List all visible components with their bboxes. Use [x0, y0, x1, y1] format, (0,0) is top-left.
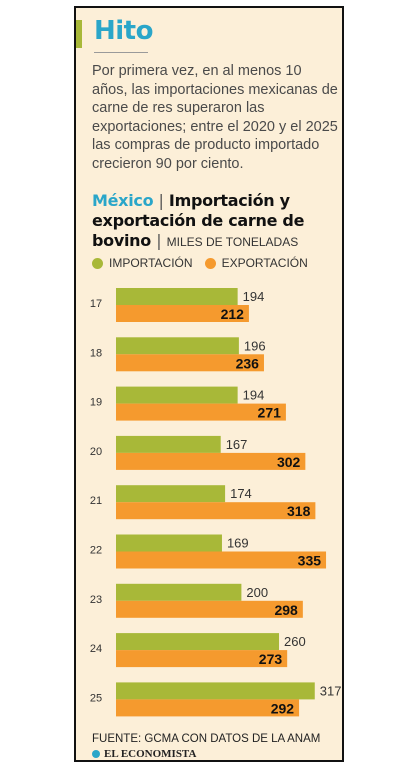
chart-title-separator: |	[158, 191, 164, 210]
bar-exportacion	[116, 502, 316, 520]
data-label-importacion: 169	[227, 536, 249, 551]
bar-exportacion	[116, 403, 286, 421]
y-tick-label: 21	[90, 495, 102, 507]
intro-text: Por primera vez, en al menos 10 años, la…	[92, 63, 338, 172]
chart-legend: IMPORTACIÓN EXPORTACIÓN	[92, 256, 320, 270]
bar-exportacion	[116, 699, 300, 717]
bar-importacion	[116, 485, 226, 503]
y-tick-label: 20	[90, 446, 102, 458]
y-tick-label: 18	[90, 347, 102, 359]
chart-unit-label: MILES DE TONELADAS	[166, 235, 299, 249]
bar-importacion	[116, 534, 222, 552]
y-tick-label: 17	[90, 298, 102, 310]
bar-exportacion	[116, 452, 306, 470]
data-label-exportacion: 298	[274, 602, 298, 618]
source-note: FUENTE: GCMA CON DATOS DE LA ANAM	[92, 733, 321, 745]
data-label-importacion: 260	[284, 634, 306, 649]
data-label-importacion: 200	[246, 585, 268, 600]
data-label-importacion: 194	[243, 289, 265, 304]
bar-exportacion	[116, 305, 249, 322]
hito-divider	[94, 52, 148, 53]
data-label-exportacion: 273	[259, 651, 283, 667]
legend-item-import: IMPORTACIÓN	[92, 256, 193, 270]
chart-title-main: Importación y exportación de carne de bo…	[92, 191, 305, 250]
legend-item-export: EXPORTACIÓN	[204, 256, 308, 270]
hito-heading: Hito	[94, 16, 153, 46]
bar-chart: 17 194 212 18 196 236 19 194 271 20 167 302 21 174 318…	[90, 288, 342, 717]
hito-accent-bar	[76, 20, 82, 48]
y-tick-label: 23	[90, 594, 102, 606]
bar-importacion	[116, 633, 280, 651]
bar-importacion	[116, 682, 315, 700]
bar-importacion	[116, 583, 242, 601]
bar-importacion	[116, 337, 239, 355]
bar-exportacion	[116, 650, 288, 668]
bar-exportacion	[116, 354, 264, 372]
data-label-exportacion: 236	[236, 355, 260, 371]
data-label-importacion: 196	[244, 338, 266, 353]
data-label-exportacion: 271	[258, 405, 282, 421]
bar-importacion	[116, 435, 221, 453]
legend-import-label: IMPORTACIÓN	[109, 256, 193, 270]
legend-import-dot	[92, 257, 103, 269]
infographic-card: Hito Por primera vez, en al menos 10 año…	[74, 6, 344, 762]
chart-title-separator-2: |	[156, 231, 162, 250]
data-label-importacion: 194	[243, 388, 265, 403]
data-label-exportacion: 292	[271, 700, 295, 716]
y-tick-label: 25	[90, 692, 102, 704]
legend-export-label: EXPORTACIÓN	[221, 256, 308, 270]
data-label-exportacion: 335	[298, 553, 322, 569]
data-label-exportacion: 212	[221, 306, 245, 322]
brand-logo-icon	[92, 750, 100, 758]
legend-export-dot	[204, 257, 216, 269]
bar-exportacion	[116, 551, 327, 569]
chart-title: México | Importación y exportación de ca…	[92, 191, 342, 252]
bar-importacion	[116, 288, 238, 305]
data-label-exportacion: 302	[277, 454, 301, 470]
data-label-importacion: 317	[320, 683, 342, 698]
y-tick-label: 24	[90, 643, 102, 655]
data-label-importacion: 167	[226, 437, 248, 452]
bar-importacion	[116, 386, 238, 404]
brand-logo: EL ECONOMISTA	[92, 748, 196, 760]
data-label-exportacion: 318	[287, 503, 311, 519]
bar-exportacion	[116, 600, 303, 618]
data-label-importacion: 174	[230, 486, 252, 501]
brand-name: EL ECONOMISTA	[104, 748, 197, 760]
chart-title-country: México	[92, 191, 154, 210]
y-tick-label: 22	[90, 545, 102, 557]
y-tick-label: 19	[90, 397, 102, 409]
